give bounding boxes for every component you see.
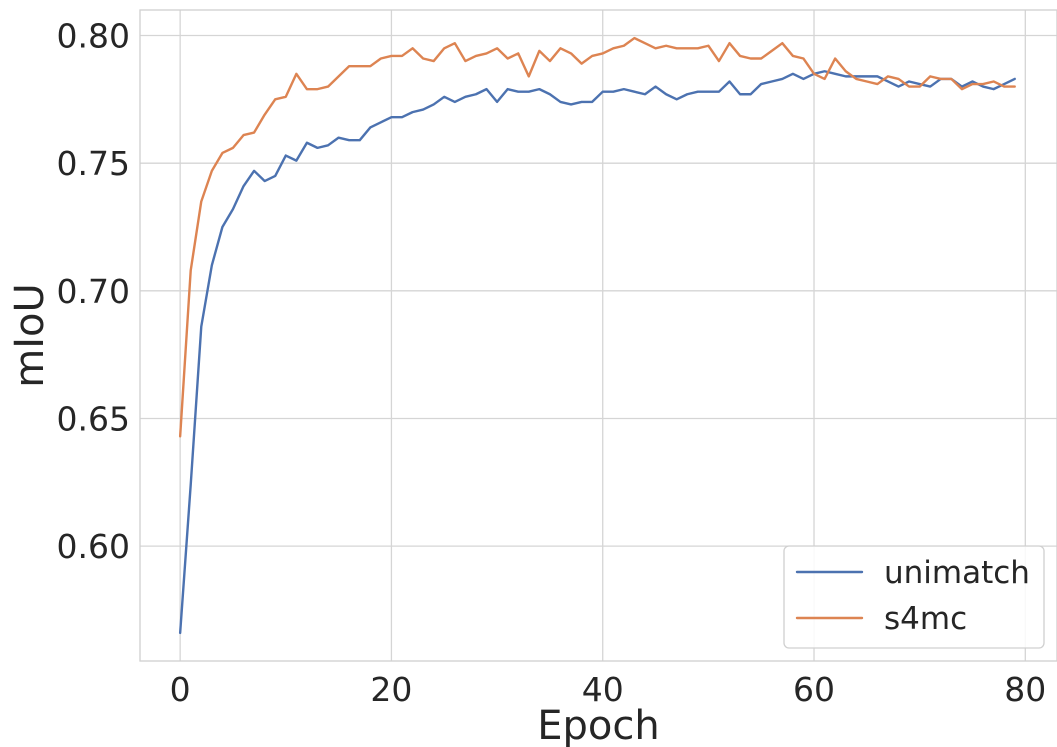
series-line-unimatch <box>178 70 1016 635</box>
legend-label-s4mc: s4mc <box>884 601 967 637</box>
y-axis-label: mIoU <box>7 283 53 388</box>
plot-frame <box>139 9 1057 662</box>
y-tick-label: 0.80 <box>57 17 130 56</box>
y-axis-ticks: 0.60 0.65 0.70 0.75 0.80 <box>57 17 130 567</box>
x-tick-label: 80 <box>1004 670 1046 709</box>
x-axis-ticks: 0 20 40 60 80 <box>170 670 1047 709</box>
x-tick-label: 40 <box>582 670 624 709</box>
x-axis-label: Epoch <box>537 703 659 747</box>
legend: unimatch s4mc <box>783 545 1045 649</box>
y-tick-label: 0.60 <box>57 527 130 566</box>
y-tick-label: 0.75 <box>57 144 130 183</box>
x-tick-label: 0 <box>170 670 191 709</box>
series-line-s4mc <box>178 36 1016 438</box>
x-tick-label: 20 <box>370 670 412 709</box>
y-tick-label: 0.70 <box>57 272 130 311</box>
y-tick-label: 0.65 <box>57 399 130 438</box>
series-layer <box>178 36 1016 635</box>
x-tick-label: 60 <box>793 670 835 709</box>
legend-label-unimatch: unimatch <box>884 555 1030 591</box>
